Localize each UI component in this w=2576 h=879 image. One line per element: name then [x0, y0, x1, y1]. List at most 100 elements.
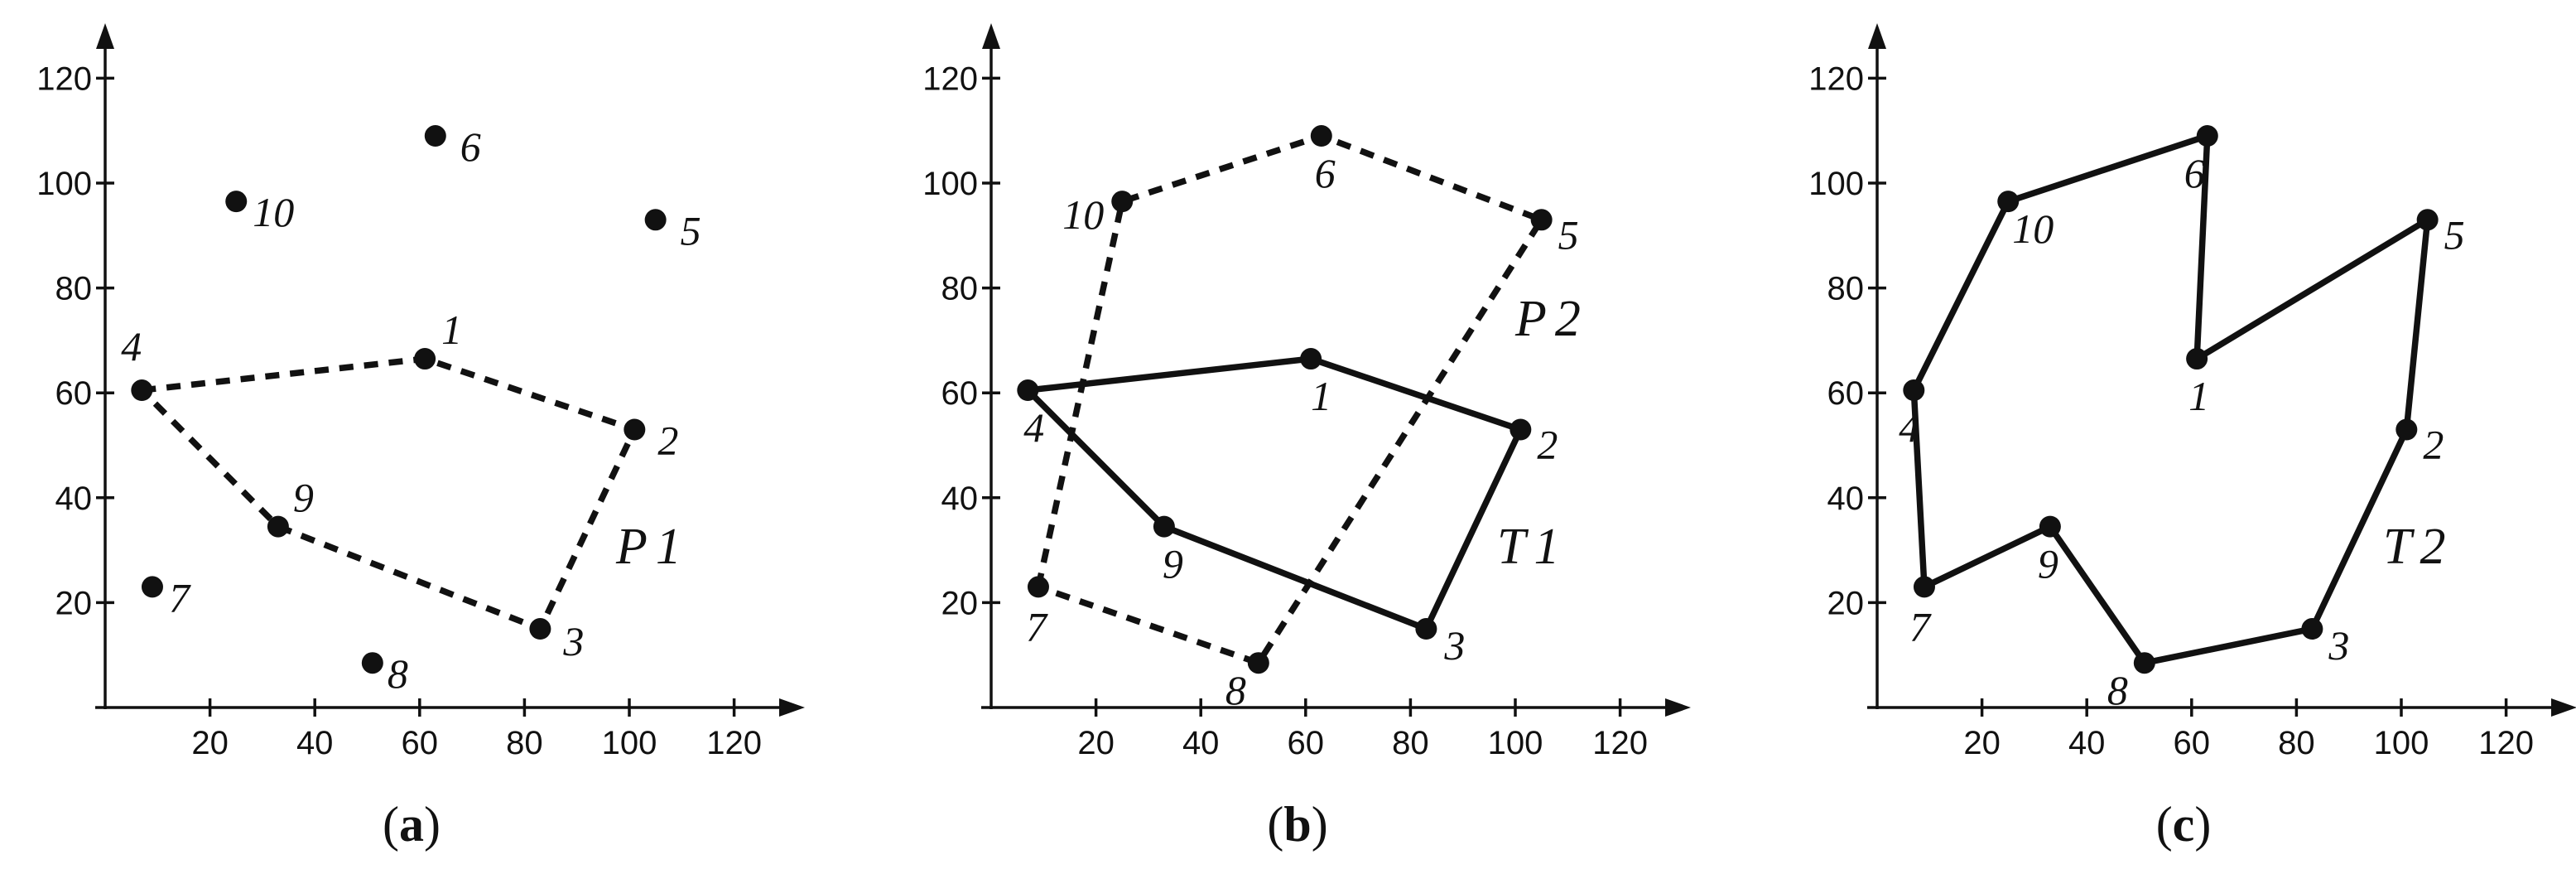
point-7 [1913, 576, 1935, 598]
point-10 [1997, 191, 2020, 213]
point-label-2: 2 [1537, 422, 1558, 468]
axes: 20 40 60 80 100 120 20 40 60 80 100 120 [36, 23, 805, 761]
point-4 [1903, 379, 1925, 402]
x-tick-label: 100 [2374, 725, 2429, 761]
point-4 [131, 379, 153, 402]
polygon-t2 [1910, 131, 2432, 667]
y-axis-arrow-icon [96, 23, 114, 49]
point-1 [414, 348, 436, 370]
point-2 [2395, 418, 2418, 441]
x-tick-label: 40 [2068, 725, 2106, 761]
point-1 [2186, 348, 2208, 370]
polygon-p1 [139, 355, 639, 633]
point-8 [2133, 652, 2155, 674]
x-tick-label: 120 [2478, 725, 2534, 761]
point-9 [2039, 515, 2061, 538]
point-label-2: 2 [2423, 422, 2444, 468]
panel-caption: (c) [2156, 797, 2212, 852]
axes: 20 40 60 80 100 120 20 40 60 80 100 120 [1808, 23, 2576, 761]
caption-open: ( [383, 797, 399, 852]
point-10 [225, 191, 248, 213]
y-tick-label: 120 [922, 60, 978, 97]
point-label-5: 5 [681, 207, 701, 254]
y-tick-label: 20 [55, 585, 93, 621]
caption-letter: b [1283, 797, 1311, 852]
x-axis-arrow-icon [2551, 698, 2576, 717]
point-label-4: 4 [121, 323, 142, 369]
point-2 [624, 418, 646, 441]
point-label-9: 9 [293, 475, 314, 521]
point-label-8: 8 [388, 650, 408, 697]
polygon-label-sub: 2 [1555, 291, 1581, 347]
point-3 [2301, 618, 2323, 640]
point-5 [2416, 209, 2439, 231]
point-5 [1530, 209, 1553, 231]
panel-caption: (a) [383, 797, 441, 852]
point-label-9: 9 [2038, 541, 2058, 587]
y-tick-label: 40 [55, 481, 93, 517]
point-label-5: 5 [1558, 211, 1579, 258]
y-tick-label: 20 [1827, 585, 1865, 621]
point-label-3: 3 [2328, 622, 2349, 669]
point-label-3: 3 [562, 618, 584, 664]
y-tick-label: 100 [36, 166, 92, 202]
point-label-8: 8 [1225, 667, 1246, 713]
point-5 [644, 209, 667, 231]
point-6 [1310, 125, 1332, 147]
polygon-t1 [1024, 355, 1525, 633]
point-label-10: 10 [253, 189, 294, 235]
x-tick-label: 80 [506, 725, 543, 761]
polygon-label-main: P [615, 519, 648, 575]
point-4 [1017, 379, 1039, 402]
y-tick-label: 20 [941, 585, 979, 621]
point-label-10: 10 [2012, 205, 2054, 252]
axes: 20 40 60 80 100 120 20 40 60 80 100 120 [922, 23, 1691, 761]
point-label-2: 2 [657, 418, 678, 464]
caption-open: ( [1267, 797, 1283, 852]
x-axis-arrow-icon [1665, 698, 1691, 717]
point-9 [1153, 515, 1175, 538]
x-tick-label: 40 [1182, 725, 1220, 761]
caption-close: ) [1312, 797, 1328, 852]
x-tick-label: 80 [1392, 725, 1429, 761]
y-tick-label: 60 [941, 375, 979, 412]
y-tick-label: 80 [55, 271, 93, 307]
caption-letter: a [399, 797, 424, 852]
point-3 [1415, 618, 1437, 640]
caption-close: ) [2194, 797, 2211, 852]
y-tick-label: 80 [941, 271, 979, 307]
polygon-label-sub: 1 [656, 519, 681, 575]
point-label-4: 4 [1899, 404, 1919, 451]
y-tick-label: 80 [1827, 271, 1865, 307]
polygon-label-sub: 2 [2420, 519, 2445, 575]
point-label-5: 5 [2444, 211, 2465, 258]
y-tick-label: 40 [1827, 481, 1865, 517]
point-2 [1509, 418, 1532, 441]
x-tick-label: 120 [706, 725, 762, 761]
point-label-6: 6 [460, 123, 481, 170]
panel-caption: (b) [1267, 797, 1327, 852]
x-tick-label: 100 [602, 725, 657, 761]
polygon-label-sub: 1 [1534, 519, 1559, 575]
y-tick-label: 60 [1827, 375, 1865, 412]
point-3 [529, 618, 551, 640]
x-tick-label: 20 [191, 725, 229, 761]
y-axis-arrow-icon [1868, 23, 1886, 49]
y-tick-label: 40 [941, 481, 979, 517]
point-label-7: 7 [1026, 603, 1048, 650]
y-axis-arrow-icon [982, 23, 1000, 49]
y-tick-label: 100 [922, 166, 978, 202]
y-tick-label: 120 [1808, 60, 1864, 97]
x-tick-label: 40 [296, 725, 334, 761]
x-tick-label: 80 [2278, 725, 2315, 761]
polygon-label-main: T [1497, 519, 1529, 575]
y-tick-label: 120 [36, 60, 92, 97]
point-10 [1111, 191, 1134, 213]
caption-close: ) [424, 797, 441, 852]
polygon-p2 [1035, 133, 1547, 667]
x-tick-label: 100 [1488, 725, 1543, 761]
